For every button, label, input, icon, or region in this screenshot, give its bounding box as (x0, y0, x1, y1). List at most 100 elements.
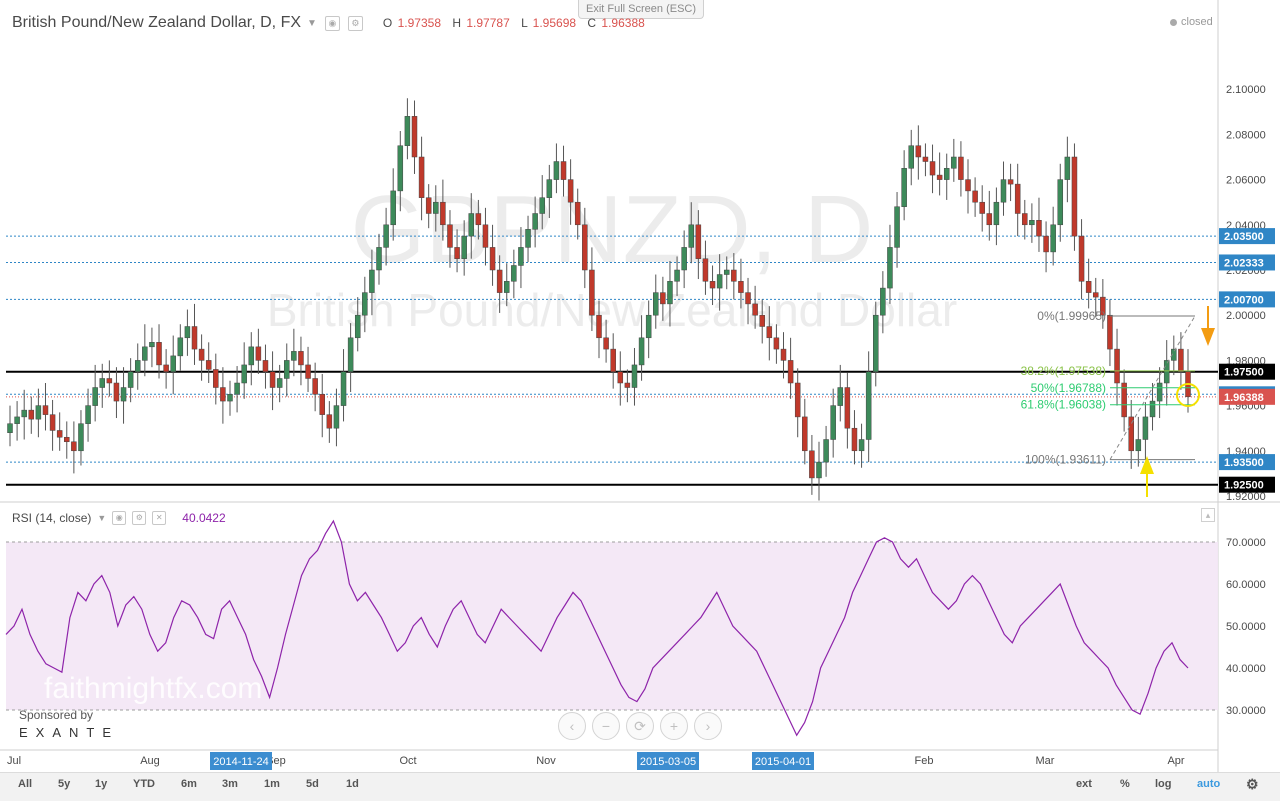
gear-icon[interactable]: ⚙ (347, 15, 363, 31)
candle-up (383, 224, 389, 248)
candle-down (1121, 382, 1127, 418)
candle-down (298, 351, 304, 366)
fib-level-label: 50%(1.96788) (1031, 381, 1106, 395)
candle-up (376, 247, 382, 271)
reset-button[interactable]: ⟳ (626, 712, 654, 740)
candle-up (134, 360, 141, 372)
candle-down (709, 281, 716, 289)
level-label-box (1219, 228, 1275, 245)
candle-down (1078, 235, 1085, 282)
rsi-title[interactable]: RSI (14, close) (12, 511, 92, 525)
candle-down (1107, 314, 1113, 350)
timeframe-6m[interactable]: 6m (181, 778, 197, 790)
gear-icon[interactable]: ⚙ (132, 511, 147, 525)
candle-down (220, 387, 226, 402)
timeframe-5y[interactable]: 5y (58, 778, 71, 790)
close-icon[interactable]: ✕ (152, 511, 167, 525)
candle-down (113, 382, 120, 402)
fib-level-label: 100%(1.93611) (1025, 453, 1106, 467)
candle-down (482, 224, 489, 248)
price-label-box (1219, 388, 1275, 405)
ohlc-values: O 1.97358 H 1.97787 L 1.95698 C 1.96388 (383, 16, 653, 30)
candle-up (1163, 360, 1170, 384)
candle-down (745, 292, 751, 305)
candle-down (965, 179, 971, 192)
candle-down (731, 269, 737, 282)
candle-down (787, 360, 794, 384)
candle-up (1057, 179, 1064, 226)
candle-down (305, 364, 311, 379)
log-scale-toggle[interactable]: log (1155, 778, 1172, 790)
candle-down (326, 414, 333, 429)
candle-down (447, 224, 453, 248)
candle-down (28, 409, 35, 420)
candle-down (205, 360, 212, 370)
candle-up (120, 387, 127, 402)
auto-scale-toggle[interactable]: auto (1197, 778, 1221, 790)
zoom-out-button[interactable]: − (592, 712, 620, 740)
candle-up (340, 371, 347, 406)
timeframe-1m[interactable]: 1m (264, 778, 280, 790)
candle-up (1000, 179, 1007, 203)
candle-up (390, 190, 396, 226)
rsi-value: 40.0422 (182, 511, 226, 525)
current-price-label: 1.96388 (1224, 392, 1264, 404)
candle-up (149, 342, 155, 348)
candle-up (503, 281, 510, 293)
candle-up (880, 287, 886, 316)
candle-up (7, 423, 13, 433)
price-tick-label: 2.00000 (1226, 310, 1266, 322)
extended-hours-toggle[interactable]: ext (1076, 778, 1092, 790)
candle-down (475, 213, 482, 226)
candle-down (972, 190, 978, 203)
level-label: 1.92500 (1224, 480, 1264, 492)
rsi-tick-label: 40.0000 (1226, 663, 1266, 675)
timeframe-1d[interactable]: 1d (346, 778, 359, 790)
eye-icon[interactable]: ◉ (324, 15, 340, 31)
candle-up (525, 229, 531, 248)
candle-down (425, 197, 432, 214)
timeframe-1y[interactable]: 1y (95, 778, 108, 790)
candle-up (951, 156, 957, 169)
watermark-symbol: GBPNZD, D (351, 176, 874, 283)
timeframe-all[interactable]: All (18, 778, 33, 790)
zoom-in-button[interactable]: + (660, 712, 688, 740)
scroll-left-button[interactable]: ‹ (558, 712, 586, 740)
candle-down (1128, 416, 1134, 452)
fib-level-label: 0%(1.99965) (1037, 309, 1106, 323)
candle-up (461, 235, 467, 259)
timeframe-ytd[interactable]: YTD (133, 778, 155, 790)
candle-up (539, 197, 545, 214)
candle-down (922, 156, 929, 162)
chevron-down-icon[interactable]: ▼ (307, 17, 317, 29)
sponsor-logo[interactable]: EXANTE (19, 725, 120, 740)
candle-up (887, 247, 893, 289)
time-axis-label: Aug (140, 755, 160, 767)
time-highlight-label: 2014-11-24 (213, 756, 268, 768)
candle-up (688, 224, 695, 248)
time-axis-label: Mar (1036, 755, 1055, 767)
candle-up (1156, 382, 1163, 402)
candle-up (716, 274, 723, 289)
candle-up (518, 247, 524, 266)
watermark-name: British Pound/New Zealand Dollar (267, 284, 957, 336)
candle-up (21, 409, 27, 418)
timeframe-5d[interactable]: 5d (306, 778, 319, 790)
candle-down (1085, 281, 1092, 293)
candle-down (986, 213, 993, 226)
percent-scale-toggle[interactable]: % (1120, 778, 1130, 790)
candle-down (1014, 183, 1021, 214)
gear-icon[interactable]: ⚙ (1246, 776, 1259, 792)
candle-up (369, 269, 375, 293)
scroll-right-button[interactable]: › (694, 712, 722, 740)
candle-down (411, 116, 418, 158)
eye-icon[interactable]: ◉ (112, 511, 127, 525)
exit-fullscreen-button[interactable]: Exit Full Screen (ESC) (578, 0, 704, 19)
symbol-title[interactable]: British Pound/New Zealand Dollar, D, FX (12, 14, 302, 31)
maximize-pane-icon[interactable]: ▴ (1201, 508, 1215, 522)
chevron-down-icon[interactable]: ▼ (97, 513, 107, 523)
candle-down (582, 224, 588, 271)
timeframe-3m[interactable]: 3m (222, 778, 238, 790)
